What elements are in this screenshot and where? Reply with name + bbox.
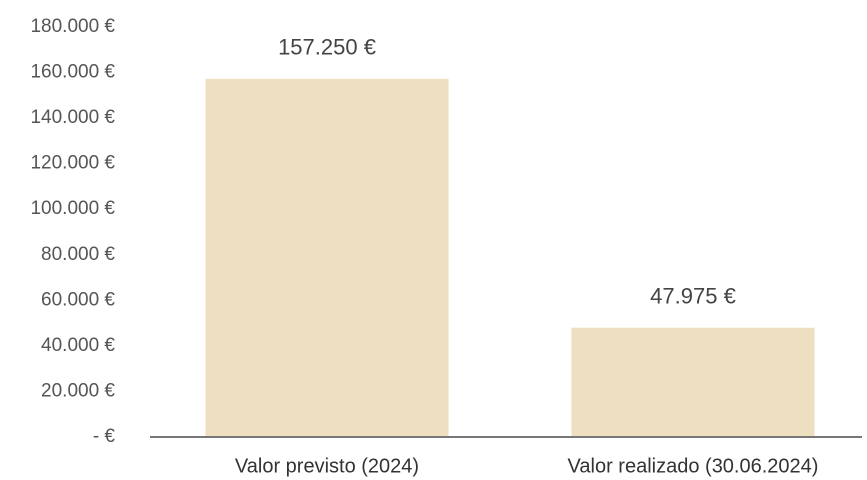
bar bbox=[205, 78, 449, 437]
y-tick-label: 140.000 € bbox=[30, 107, 115, 128]
y-tick-label: 60.000 € bbox=[41, 289, 115, 310]
y-tick-label: 160.000 € bbox=[30, 62, 115, 83]
y-tick-label: 180.000 € bbox=[30, 16, 115, 37]
x-tick-label: Valor realizado (30.06.2024) bbox=[568, 455, 819, 477]
value-label: 157.250 € bbox=[278, 35, 376, 60]
y-tick-label: 120.000 € bbox=[30, 153, 115, 174]
y-tick-label: 100.000 € bbox=[30, 198, 115, 219]
bar bbox=[571, 327, 815, 437]
y-tick-label: - € bbox=[93, 426, 116, 447]
y-tick-label: 40.000 € bbox=[41, 335, 115, 356]
y-tick-label: 80.000 € bbox=[41, 244, 115, 265]
value-label: 47.975 € bbox=[650, 284, 736, 309]
x-tick-label: Valor previsto (2024) bbox=[235, 455, 419, 477]
y-tick-label: 20.000 € bbox=[41, 380, 115, 401]
